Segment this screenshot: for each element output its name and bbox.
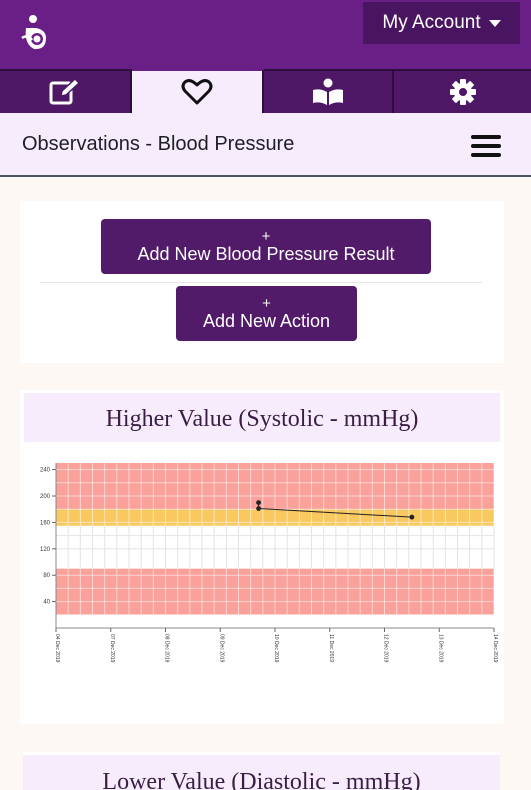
plus-icon: + [261, 228, 271, 245]
tab-health[interactable] [132, 69, 264, 113]
actions-card: + Add New Blood Pressure Result + Add Ne… [20, 201, 504, 363]
x-tick-label: 11 Dec 2019 [328, 634, 334, 662]
page-header: Observations - Blood Pressure [0, 113, 531, 177]
diastolic-chart-card: Lower Value (Diastolic - mmHg) [23, 752, 500, 790]
tab-settings[interactable] [394, 69, 531, 113]
diastolic-chart-title: Lower Value (Diastolic - mmHg) [23, 755, 500, 790]
add-action-label: Add New Action [202, 311, 331, 331]
add-action-button[interactable]: + Add New Action [176, 286, 357, 341]
app-logo-icon[interactable] [18, 14, 52, 54]
y-tick-label: 240 [40, 468, 51, 474]
hamburger-menu-icon[interactable] [471, 135, 501, 159]
x-tick-label: 14 Dec 2019 [492, 634, 498, 663]
y-tick-label: 160 [40, 520, 51, 526]
data-point [256, 506, 261, 511]
y-tick-label: 200 [40, 494, 51, 500]
plus-icon: + [262, 295, 271, 312]
book-reader-icon [313, 78, 343, 105]
x-tick-label: 07 Dec 2019 [109, 634, 115, 663]
systolic-chart: 40 80 120 160 200 240 04 Dec 2019 07 Dec 2019 08… [40, 463, 498, 663]
data-point [256, 500, 261, 505]
y-tick-label: 40 [43, 600, 50, 606]
add-blood-pressure-result-button[interactable]: + Add New Blood Pressure Result [101, 219, 431, 274]
my-account-dropdown[interactable]: My Account [363, 2, 520, 44]
page-title: Observations - Blood Pressure [22, 133, 295, 155]
tab-learn[interactable] [264, 69, 394, 113]
x-tick-label: 09 Dec 2019 [218, 634, 224, 663]
y-tick-label: 120 [40, 547, 51, 553]
heart-icon [181, 79, 213, 105]
gear-icon [449, 79, 476, 105]
x-tick-label: 12 Dec 2019 [383, 634, 389, 663]
y-tick-label: 80 [43, 573, 50, 579]
x-tick-label: 04 Dec 2019 [54, 634, 60, 663]
x-tick-label: 13 Dec 2019 [437, 634, 443, 663]
divider [40, 282, 482, 283]
data-point [409, 514, 415, 520]
add-result-label: Add New Blood Pressure Result [137, 244, 395, 264]
tab-edit[interactable] [0, 69, 132, 113]
x-tick-label: 10 Dec 2019 [273, 634, 279, 663]
caret-down-icon [488, 19, 501, 27]
my-account-label: My Account [382, 12, 481, 33]
top-bar: My Account [0, 0, 531, 69]
tab-bar [0, 69, 531, 113]
chart-title: Higher Value (Systolic - mmHg) [24, 393, 500, 442]
x-tick-label: 08 Dec 2019 [164, 634, 170, 663]
systolic-chart-card: Higher Value (Systolic - mmHg) 40 80 120 16… [20, 390, 504, 724]
edit-icon [49, 78, 81, 105]
